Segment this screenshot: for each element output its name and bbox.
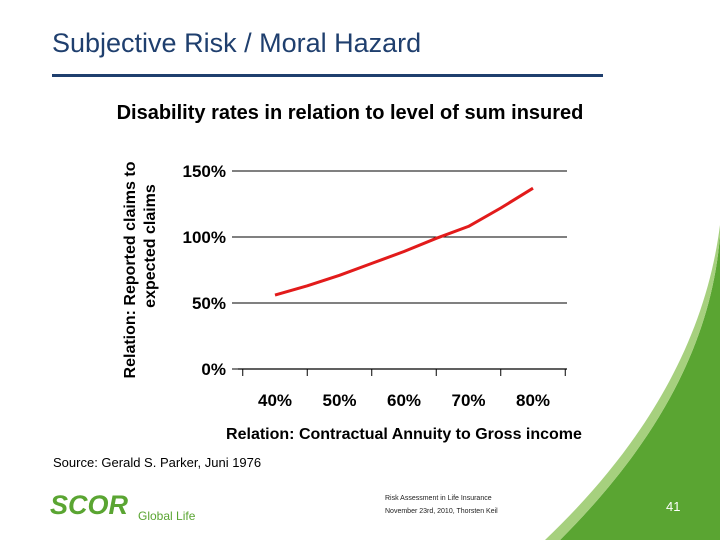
title-rule <box>52 74 603 77</box>
y-tick-label: 150% <box>183 162 226 181</box>
y-tick-label: 50% <box>192 294 226 313</box>
x-tick-label: 70% <box>451 391 485 410</box>
page-number: 41 <box>666 499 681 514</box>
scor-logo: SCOR Global Life <box>50 490 196 523</box>
x-tick-marks <box>242 369 566 376</box>
y-axis-label-line2: expected claims <box>142 184 159 308</box>
footer-line2: November 23rd, 2010, Thorsten Keil <box>385 508 498 515</box>
y-tick-label: 100% <box>183 228 226 247</box>
y-tick-labels: 0% 50% 100% 150% <box>183 162 226 379</box>
x-axis-label: Relation: Contractual Annuity to Gross i… <box>226 426 582 443</box>
logo-subtext: Global Life <box>138 509 196 523</box>
source-note: Source: Gerald S. Parker, Juni 1976 <box>53 455 262 470</box>
x-tick-labels: 40% 50% 60% 70% 80% <box>258 391 550 410</box>
y-axis-label-line1: Relation: Reported claims to <box>122 161 139 378</box>
slide-title: Subjective Risk / Moral Hazard <box>52 28 422 58</box>
x-tick-label: 50% <box>322 391 356 410</box>
logo-text: SCOR <box>50 490 129 520</box>
x-tick-label: 40% <box>258 391 292 410</box>
footer-line1: Risk Assessment in Life Insurance <box>385 495 492 502</box>
chart-title: Disability rates in relation to level of… <box>117 102 584 124</box>
footer: Risk Assessment in Life Insurance Novemb… <box>385 492 498 518</box>
x-tick-label: 60% <box>387 391 421 410</box>
gridlines <box>232 170 567 370</box>
series-line <box>274 186 534 297</box>
x-tick-label: 80% <box>516 391 550 410</box>
y-tick-label: 0% <box>201 360 226 379</box>
